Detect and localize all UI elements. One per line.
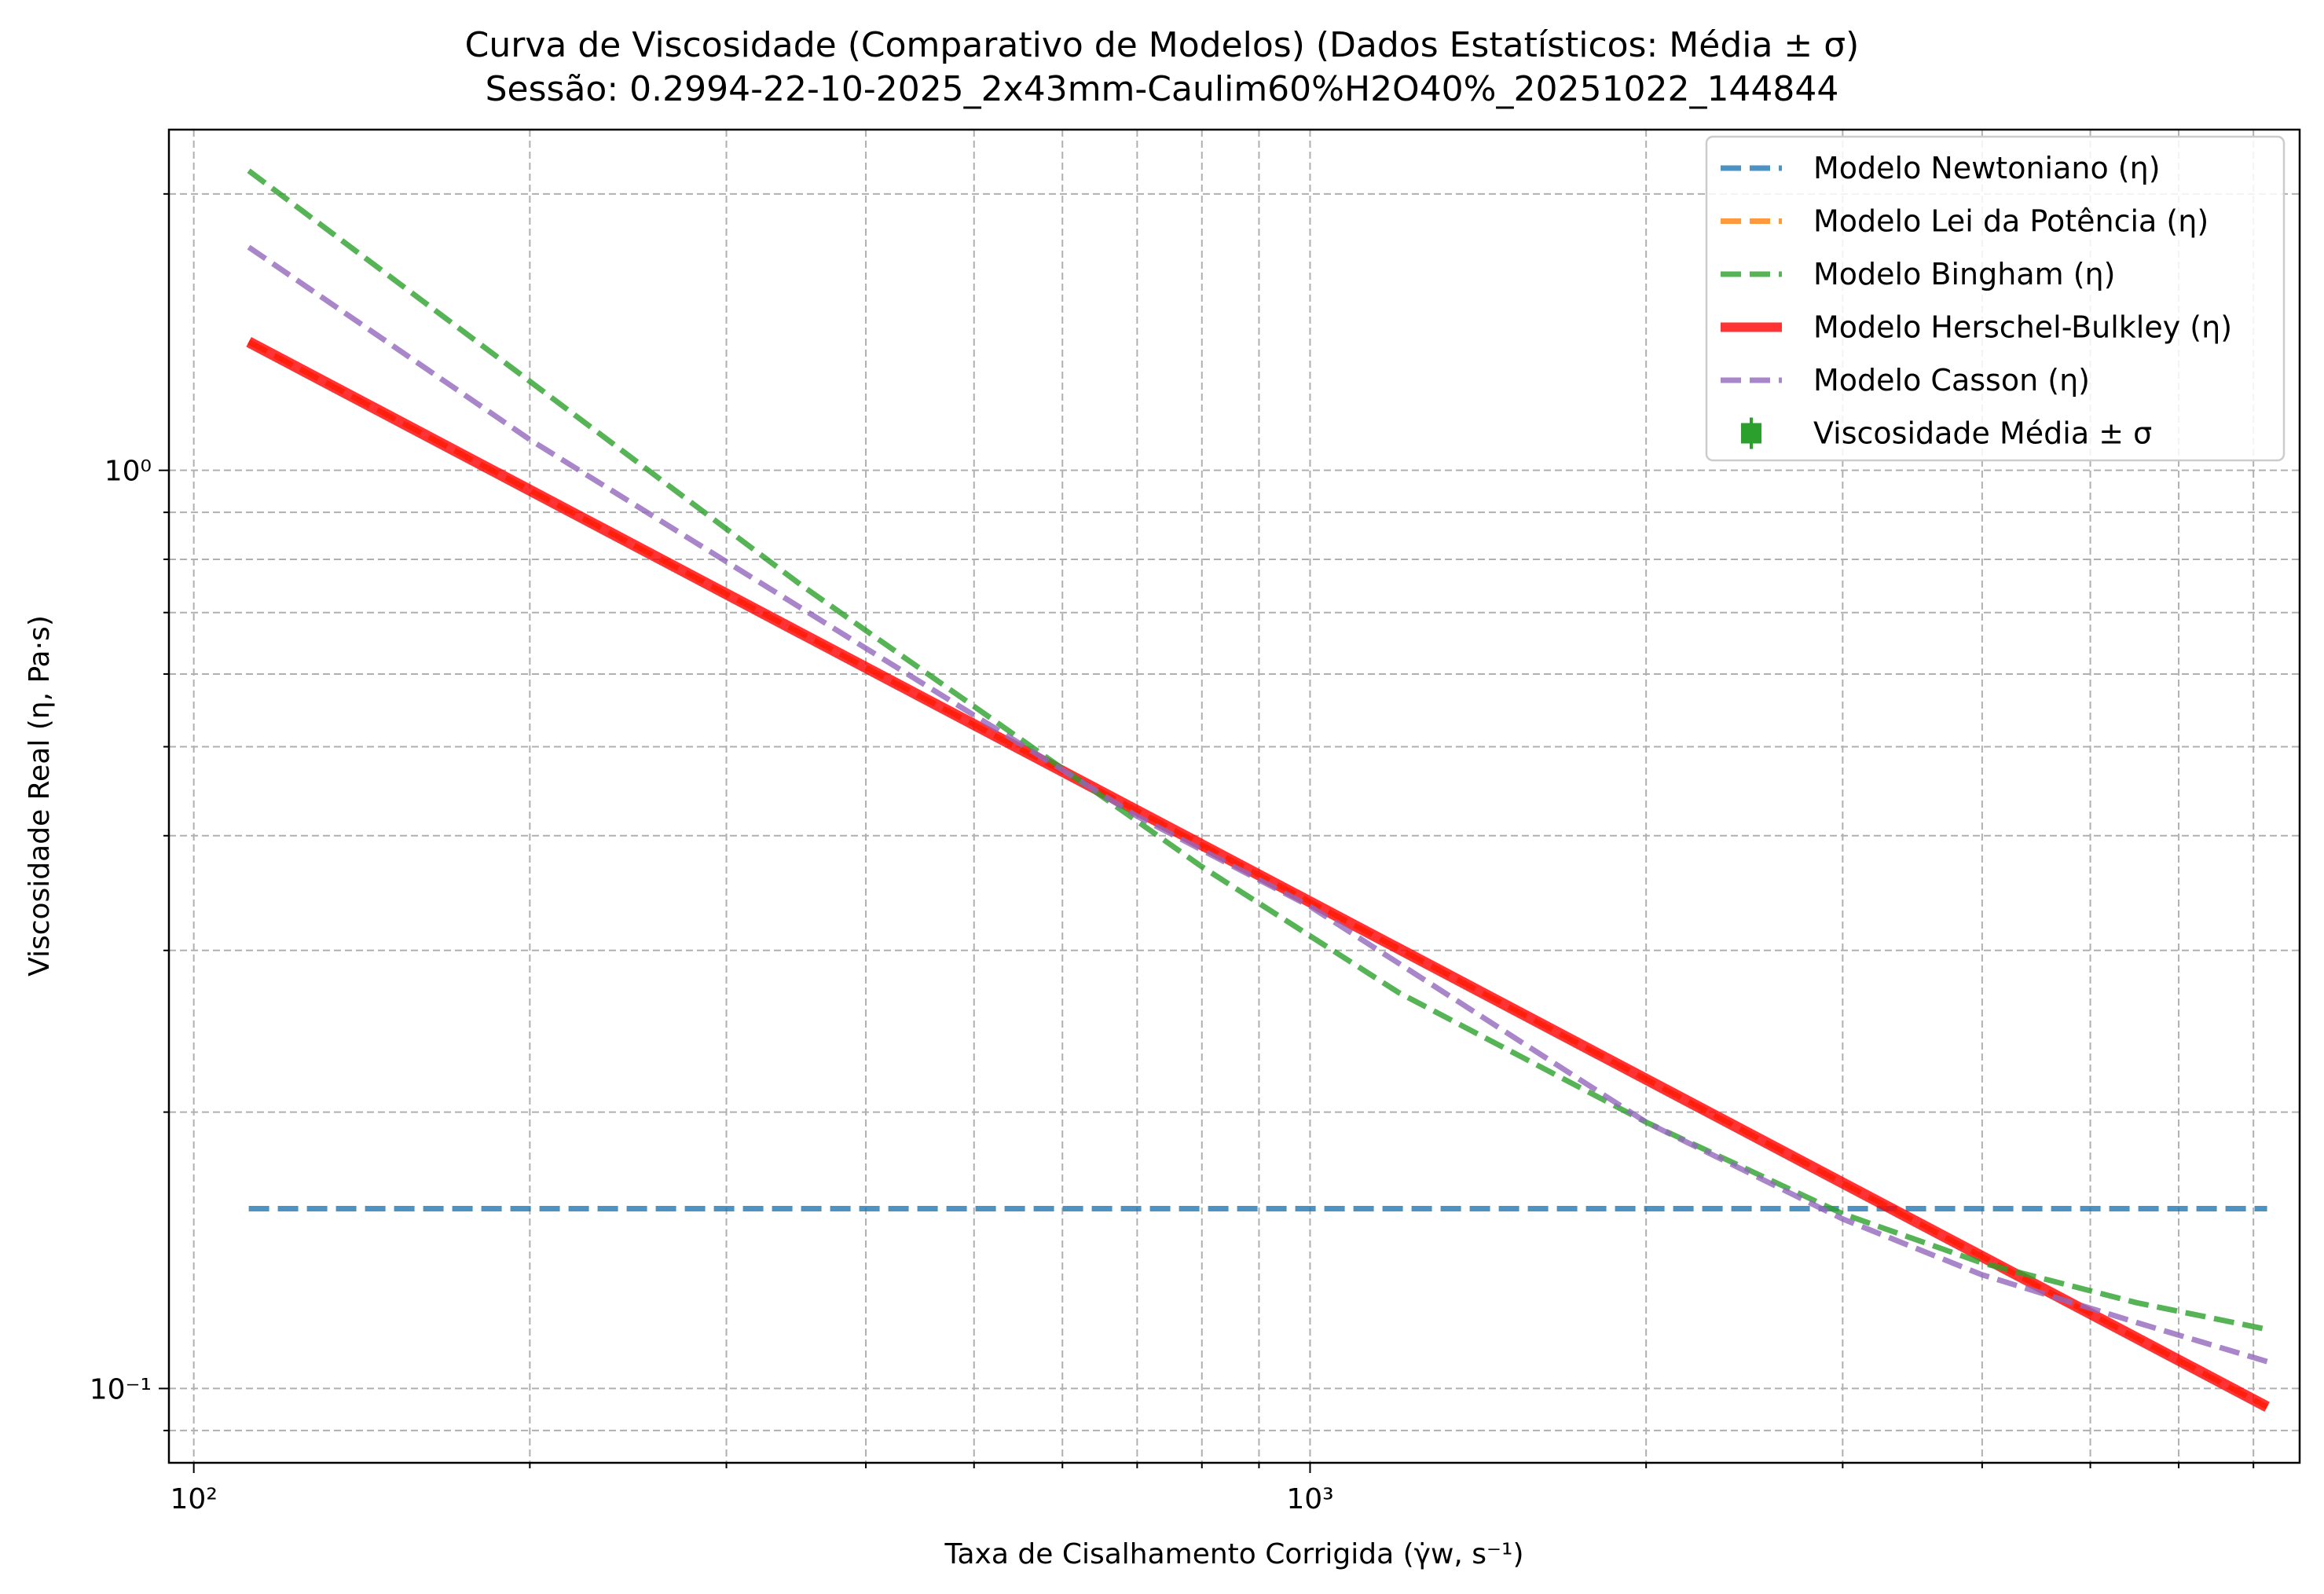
y-tick-label: 10⁻¹ (90, 1373, 152, 1405)
legend-label: Modelo Newtoniano (η) (1813, 151, 2161, 185)
legend-box (1705, 135, 2286, 462)
axis-ticks: 10² 10³ 10⁻¹ 10⁰ (90, 192, 2255, 1515)
series-line-modelo-bingham (247, 168, 2268, 1332)
legend-label: Modelo Casson (η) (1813, 363, 2090, 398)
series-line-modelo-casson (247, 244, 2268, 1365)
plot-series (246, 168, 2270, 1412)
y-axis-label: Viscosidade Real (η, Pa·s) (24, 615, 56, 977)
chart-title: Curva de Viscosidade (Comparativo de Mod… (465, 25, 1860, 65)
series-line-modelo-herschel-bulkley (246, 337, 2270, 1412)
chart-subtitle: Sessão: 0.2994-22-10-2025_2x43mm-Caulim6… (486, 69, 1839, 109)
grid (169, 130, 2300, 1463)
x-tick-label: 10² (170, 1483, 218, 1515)
legend-label: Modelo Herschel-Bulkley (η) (1813, 310, 2232, 345)
x-tick-label: 10³ (1286, 1483, 1333, 1515)
plot-frame (167, 128, 2301, 1464)
legend-label: Modelo Lei da Potência (η) (1813, 204, 2209, 239)
legend-marker (1741, 423, 1761, 444)
legend: Modelo Newtoniano (η) Modelo Lei da Potên… (1705, 135, 2286, 462)
legend-label: Modelo Bingham (η) (1813, 257, 2115, 291)
legend-label: Viscosidade Média ± σ (1813, 416, 2152, 451)
x-axis-label: Taxa de Cisalhamento Corrigida (γ̇w, s⁻¹… (944, 1538, 1523, 1570)
legend-items: Modelo Newtoniano (η) Modelo Lei da Potên… (1721, 151, 2232, 451)
y-tick-label: 10⁰ (104, 456, 152, 488)
